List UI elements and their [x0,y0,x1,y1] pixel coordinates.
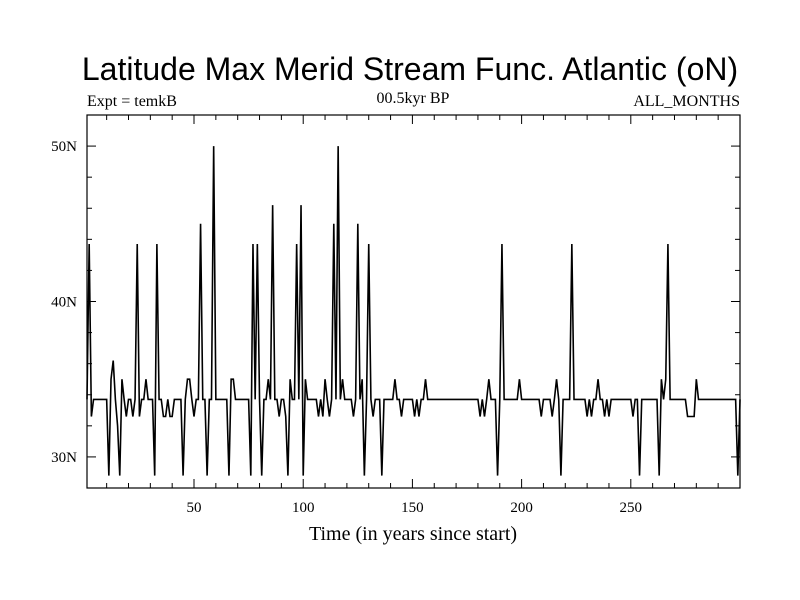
y-tick-label: 40N [51,295,77,311]
series-line-0 [86,146,741,476]
x-tick-label: 150 [401,500,424,516]
x-axis-label: Time (in years since start) [309,523,517,545]
y-tick-label: 50N [51,139,77,155]
chart-title: Latitude Max Merid Stream Func. Atlantic… [82,51,738,87]
x-tick-label: 50 [187,500,202,516]
y-tick-label: 30N [51,450,77,466]
chart-subtitle-center: 00.5kyr BP [377,90,450,107]
x-tick-label: 100 [292,500,315,516]
plot-frame [86,114,741,489]
series-layer [86,146,741,476]
x-tick-label: 200 [510,500,533,516]
x-tick-label: 250 [620,500,643,516]
chart-subtitle-left: Expt = temkB [87,93,177,110]
tick-layer: 50 100 150 200 250 30N 40N 50N [51,114,740,516]
chart-subtitle-right: ALL_MONTHS [633,93,740,110]
